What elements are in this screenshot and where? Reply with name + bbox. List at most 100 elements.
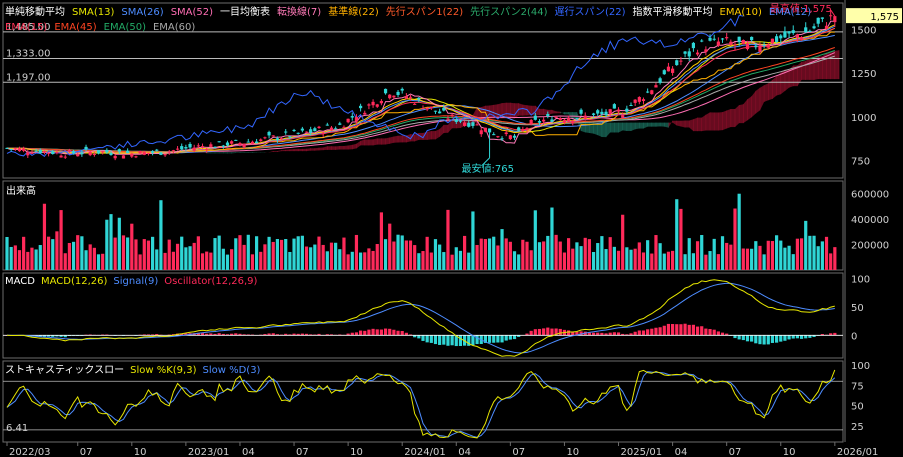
candle-body bbox=[571, 120, 575, 124]
legend-main-5: 転換線(7) bbox=[277, 5, 321, 18]
volume-bar bbox=[496, 245, 500, 270]
volume-bar bbox=[275, 239, 279, 270]
oscillator-bar bbox=[799, 335, 804, 339]
oscillator-bar bbox=[292, 333, 296, 336]
cloud-segment bbox=[527, 105, 532, 116]
cloud-segment bbox=[423, 131, 428, 140]
candle-body bbox=[429, 106, 433, 109]
cloud-segment bbox=[223, 152, 228, 154]
volume-bar bbox=[683, 254, 687, 270]
candle-body bbox=[637, 97, 641, 102]
candle-body bbox=[26, 152, 30, 156]
candle-body bbox=[471, 122, 475, 126]
oscillator-bar bbox=[529, 330, 533, 336]
candle-body bbox=[267, 131, 271, 136]
volume-bar bbox=[200, 253, 205, 270]
cloud-segment bbox=[701, 114, 706, 132]
oscillator-bar bbox=[59, 335, 63, 337]
candle-body bbox=[483, 127, 487, 132]
candle-body bbox=[787, 31, 791, 34]
legend-macd-1: MACD(12,26) bbox=[41, 276, 108, 287]
cloud-segment bbox=[389, 136, 394, 144]
oscillator-bar bbox=[142, 334, 146, 336]
oscillator-bar bbox=[421, 335, 425, 341]
volume-bar bbox=[824, 236, 829, 270]
candle-body bbox=[396, 91, 400, 95]
oscillator-bar bbox=[359, 330, 363, 336]
candle-body bbox=[475, 124, 479, 126]
candle-body bbox=[404, 96, 408, 99]
oscillator-bar bbox=[47, 335, 51, 337]
oscillator-bar bbox=[267, 333, 271, 336]
cloud-segment bbox=[514, 103, 519, 119]
volume-bar bbox=[71, 241, 76, 270]
cloud-segment bbox=[809, 57, 815, 80]
volume-bar bbox=[816, 246, 820, 270]
candle-body bbox=[804, 27, 808, 33]
volume-bar bbox=[300, 235, 304, 270]
volume-bar bbox=[487, 238, 492, 270]
candle-body bbox=[225, 142, 230, 146]
volume-bar bbox=[542, 241, 546, 270]
candle-body bbox=[109, 153, 113, 156]
x-tick-label: 2026/01 bbox=[837, 447, 879, 457]
oscillator-bar bbox=[404, 332, 408, 336]
volume-bar bbox=[159, 200, 163, 270]
volume-bar bbox=[267, 236, 271, 270]
candle-body bbox=[292, 129, 296, 131]
candle-body bbox=[242, 143, 246, 148]
volume-bar bbox=[596, 243, 600, 270]
volume-bar bbox=[591, 252, 596, 270]
legend-main-9: 遅行スパン(22) bbox=[555, 5, 626, 18]
candle-body bbox=[354, 117, 359, 122]
candle-body bbox=[230, 141, 234, 144]
last-price-box bbox=[846, 8, 902, 24]
volume-bar bbox=[113, 237, 117, 270]
oscillator-bar bbox=[442, 335, 446, 345]
candle-body bbox=[379, 100, 383, 104]
oscillator-bar bbox=[246, 334, 250, 336]
oscillator-bar bbox=[542, 328, 546, 336]
volume-bar bbox=[221, 248, 225, 270]
oscillator-bar bbox=[683, 323, 687, 336]
volume-bar bbox=[587, 239, 591, 270]
cloud-segment bbox=[314, 147, 319, 151]
cloud-segment bbox=[589, 122, 594, 134]
x-tick-label: 04 bbox=[458, 447, 471, 457]
candle-body bbox=[816, 17, 820, 24]
candle-body bbox=[67, 150, 71, 152]
candle-body bbox=[171, 150, 175, 152]
volume-bar bbox=[175, 243, 180, 270]
volume-bar bbox=[504, 238, 508, 270]
cloud-segment bbox=[285, 149, 290, 152]
oscillator-bar bbox=[650, 328, 654, 336]
volume-bar bbox=[604, 249, 608, 270]
oscillator-bar bbox=[375, 329, 379, 336]
candle-body bbox=[259, 139, 263, 142]
legend-main-1: SMA(13) bbox=[72, 7, 114, 18]
volume-bar bbox=[483, 239, 487, 270]
candle-body bbox=[213, 147, 217, 149]
candle-body bbox=[92, 153, 96, 155]
cloud-segment bbox=[210, 152, 215, 154]
cloud-segment bbox=[635, 122, 640, 130]
legend-macd-3: Oscillator(12,26,9) bbox=[164, 276, 257, 287]
macd-tick-label: 50 bbox=[851, 303, 864, 314]
candle-body bbox=[284, 131, 288, 133]
oscillator-bar bbox=[446, 335, 450, 346]
cloud-segment bbox=[685, 120, 690, 128]
volume-bar bbox=[546, 235, 550, 270]
volume-bar bbox=[729, 244, 733, 270]
candle-body bbox=[321, 132, 325, 134]
oscillator-bar bbox=[525, 333, 529, 336]
cloud-segment bbox=[668, 120, 673, 128]
candle-body bbox=[22, 148, 26, 151]
cloud-segment bbox=[306, 148, 311, 152]
candle-body bbox=[633, 99, 637, 103]
volume-bar bbox=[737, 193, 741, 270]
cloud-segment bbox=[818, 56, 823, 80]
x-tick-label: 07 bbox=[512, 447, 525, 457]
cloud-segment bbox=[564, 112, 569, 115]
oscillator-bar bbox=[687, 324, 691, 336]
volume-bar bbox=[646, 240, 650, 270]
